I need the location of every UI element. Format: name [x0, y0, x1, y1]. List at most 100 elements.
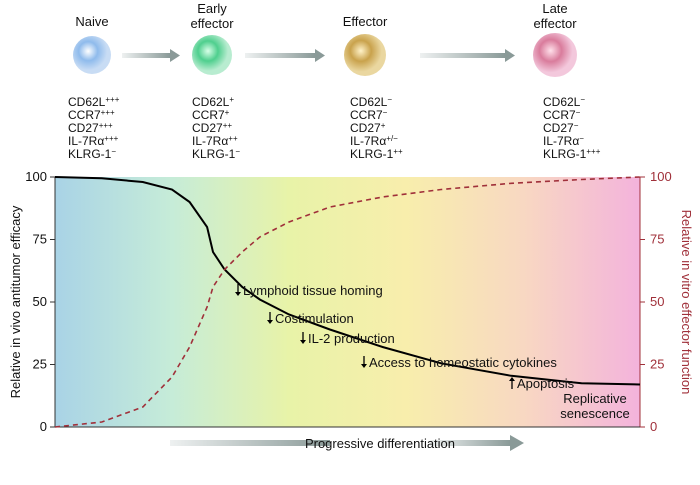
y2-tick-label: 50 [650, 294, 664, 309]
cell-label: Effector [343, 14, 388, 29]
marker-name: CCR7 [68, 108, 101, 122]
marker: KLRG-1− [192, 147, 240, 161]
y2-tick-label: 25 [650, 357, 664, 372]
marker: CCR7+++ [68, 108, 115, 122]
marker: CD27+ [350, 121, 386, 135]
marker: IL-7Rα− [543, 134, 584, 148]
marker-name: CD62L [192, 95, 230, 109]
y2-axis-label: Relative in vitro effector function [679, 210, 694, 395]
annotation-arrowhead [509, 377, 515, 381]
marker: KLRG-1++ [350, 147, 403, 161]
marker-sup: + [381, 121, 386, 130]
annotation-arrowhead [361, 364, 367, 368]
marker-name: CD62L [68, 95, 106, 109]
marker: CD62L+ [192, 95, 234, 109]
marker: KLRG-1− [68, 147, 116, 161]
marker-sup: ++ [393, 147, 403, 156]
annotation: Lymphoid tissue homing [243, 283, 383, 298]
end-label: senescence [560, 406, 629, 421]
marker: IL-7Rα+/− [350, 134, 398, 148]
marker: KLRG-1+++ [543, 147, 601, 161]
marker-sup: ++ [228, 134, 238, 143]
cell [344, 34, 386, 76]
marker: CD62L− [543, 95, 585, 109]
marker-name: CD62L [350, 95, 388, 109]
annotation: Apoptosis [517, 376, 575, 391]
marker-name: CCR7 [350, 108, 383, 122]
series-line [54, 176, 641, 386]
plot-background [55, 177, 640, 427]
annotation-arrowhead [267, 320, 273, 324]
annotation: Access to homeostatic cytokines [369, 355, 557, 370]
marker: CD62L− [350, 95, 392, 109]
marker-name: CCR7 [543, 108, 576, 122]
cell [533, 33, 577, 77]
y-tick-label: 25 [33, 357, 47, 372]
marker-sup: +++ [105, 95, 119, 104]
marker-sup: − [579, 134, 584, 143]
marker: CD27++ [192, 121, 232, 135]
cell-arrows [122, 49, 524, 451]
annotation: Costimulation [275, 311, 354, 326]
marker-sup: − [111, 147, 116, 156]
marker-sup: +++ [99, 121, 113, 130]
x-axis-label: Progressive differentiation [305, 436, 455, 451]
y-tick-label: 50 [33, 294, 47, 309]
cell-label: Naive [75, 14, 108, 29]
marker-name: IL-7Rα [192, 134, 228, 148]
cell [73, 36, 111, 74]
marker-name: CD27 [68, 121, 99, 135]
marker: CD62L+++ [68, 95, 120, 109]
y2-tick-label: 100 [650, 169, 672, 184]
marker: CCR7+ [192, 108, 230, 122]
y2-tick-label: 75 [650, 232, 664, 247]
marker: IL-7Rα+++ [68, 134, 119, 148]
marker-sup: +++ [586, 147, 600, 156]
marker-name: IL-7Rα [350, 134, 386, 148]
marker-name: KLRG-1 [68, 147, 112, 161]
marker-sup: − [235, 147, 240, 156]
marker-sup: +++ [104, 134, 118, 143]
marker-name: CD27 [192, 121, 223, 135]
cell [192, 35, 232, 75]
marker-name: CD62L [543, 95, 581, 109]
marker-sup: − [574, 121, 579, 130]
marker-sup: + [225, 108, 230, 117]
y-tick-label: 0 [40, 419, 47, 434]
y-axis-label: Relative in vivo antitumor efficacy [8, 205, 23, 398]
marker: IL-7Rα++ [192, 134, 238, 148]
marker-name: CD27 [350, 121, 381, 135]
end-label: Replicative [563, 391, 627, 406]
marker-name: KLRG-1 [350, 147, 394, 161]
marker-name: KLRG-1 [192, 147, 236, 161]
marker-sup: − [576, 108, 581, 117]
marker: CCR7− [350, 108, 388, 122]
marker-sup: − [387, 95, 392, 104]
cell-label: Early [197, 1, 227, 16]
marker-sup: ++ [223, 121, 233, 130]
cell-label: Late [542, 1, 567, 16]
cell-label: effector [533, 16, 577, 31]
annotation-arrowhead [235, 292, 241, 296]
annotation: IL-2 production [308, 331, 395, 346]
cell-label: effector [190, 16, 234, 31]
y2-tick-label: 0 [650, 419, 657, 434]
y-tick-label: 75 [33, 232, 47, 247]
marker-sup: +++ [101, 108, 115, 117]
marker-name: IL-7Rα [543, 134, 579, 148]
y-tick-label: 100 [25, 169, 47, 184]
marker-name: KLRG-1 [543, 147, 587, 161]
marker-name: IL-7Rα [68, 134, 104, 148]
series-line [54, 176, 641, 428]
marker-sup: +/− [386, 134, 398, 143]
marker-name: CCR7 [192, 108, 225, 122]
marker-sup: − [580, 95, 585, 104]
marker-name: CD27 [543, 121, 574, 135]
annotation-arrowhead [300, 340, 306, 344]
marker-sup: + [229, 95, 234, 104]
marker: CD27+++ [68, 121, 113, 135]
marker: CD27− [543, 121, 579, 135]
marker-sup: − [383, 108, 388, 117]
marker: CCR7− [543, 108, 581, 122]
